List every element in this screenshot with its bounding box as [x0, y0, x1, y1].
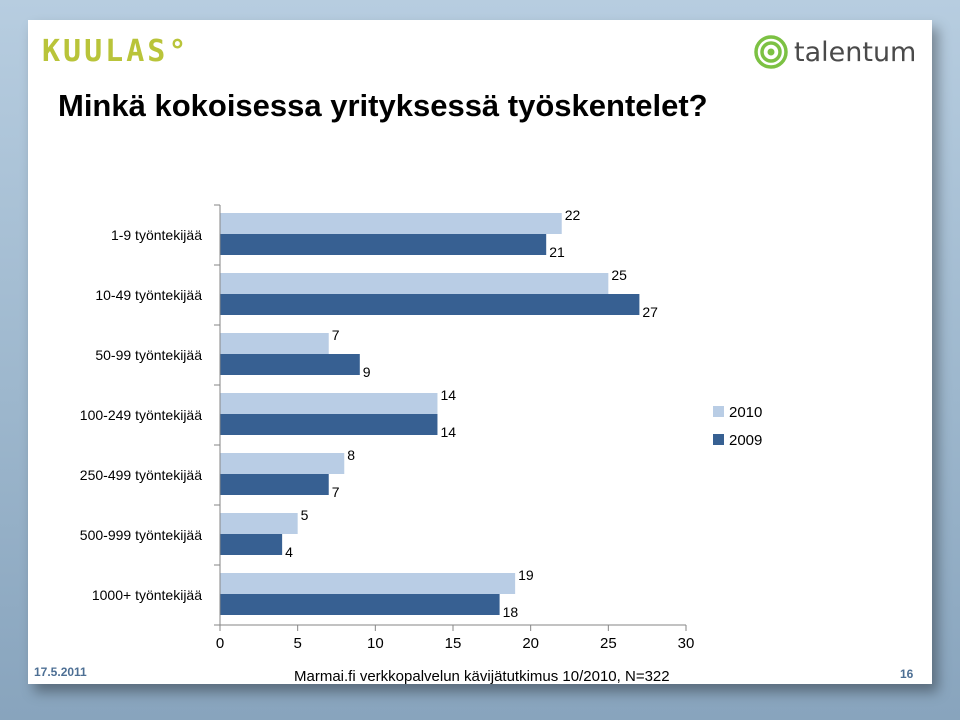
bar-2010: [220, 273, 609, 294]
x-tick-label: 0: [216, 635, 224, 652]
data-label-2009: 18: [503, 604, 519, 620]
talentum-ring-icon: [754, 35, 788, 69]
x-tick-label: 20: [522, 635, 539, 652]
bar-2010: [220, 453, 345, 474]
x-tick-label: 15: [445, 635, 462, 652]
bar-2009: [220, 534, 283, 555]
bar-2009: [220, 354, 360, 375]
data-label-2010: 14: [440, 387, 456, 403]
bar-2009: [220, 474, 329, 495]
data-label-2009: 7: [332, 484, 340, 500]
data-label-2010: 5: [301, 507, 309, 523]
x-tick-label: 30: [678, 635, 695, 652]
kuulas-logo-mark: °: [168, 34, 190, 69]
talentum-logo-text: talentum: [794, 36, 917, 68]
bar-2010: [220, 333, 329, 354]
category-label: 1000+ työntekijää: [92, 587, 202, 603]
legend-label-2009: 2009: [729, 432, 762, 449]
category-label: 100-249 työntekijää: [80, 407, 202, 423]
legend-label-2010: 2010: [729, 404, 762, 421]
kuulas-logo-text: KUULAS: [42, 34, 169, 69]
data-label-2009: 14: [440, 424, 456, 440]
bar-2009: [220, 414, 438, 435]
data-label-2009: 21: [549, 244, 565, 260]
page-number: 16: [900, 667, 914, 681]
data-label-2009: 4: [285, 544, 293, 560]
category-label: 1-9 työntekijää: [111, 227, 202, 243]
footer-source: Marmai.fi verkkopalvelun kävijätutkimus …: [294, 668, 670, 685]
x-tick-label: 25: [600, 635, 617, 652]
talentum-logo: talentum: [754, 30, 916, 74]
data-label-2009: 9: [363, 364, 371, 380]
data-label-2010: 19: [518, 567, 534, 583]
data-label-2010: 25: [611, 267, 627, 283]
bar-2009: [220, 234, 547, 255]
category-label: 250-499 työntekijää: [80, 467, 202, 483]
footer-date: 17.5.2011: [34, 665, 87, 679]
data-label-2010: 8: [347, 447, 355, 463]
kuulas-logo: KUULAS°: [42, 34, 189, 69]
bar-2010: [220, 213, 562, 234]
bar-2010: [220, 513, 298, 534]
x-tick-label: 5: [293, 635, 301, 652]
data-label-2009: 27: [642, 304, 658, 320]
bar-2009: [220, 594, 500, 615]
bar-2010: [220, 573, 516, 594]
x-tick-label: 10: [367, 635, 384, 652]
category-label: 10-49 työntekijää: [95, 287, 202, 303]
slide-title: Minkä kokoisessa yrityksessä työskentele…: [58, 88, 708, 123]
category-label: 500-999 työntekijää: [80, 527, 202, 543]
data-label-2010: 22: [565, 207, 581, 223]
bar-2009: [220, 294, 640, 315]
legend-swatch-2010: [713, 406, 724, 417]
data-label-2010: 7: [332, 327, 340, 343]
legend-swatch-2009: [713, 434, 724, 445]
category-label: 50-99 työntekijää: [95, 347, 202, 363]
bar-2010: [220, 393, 438, 414]
